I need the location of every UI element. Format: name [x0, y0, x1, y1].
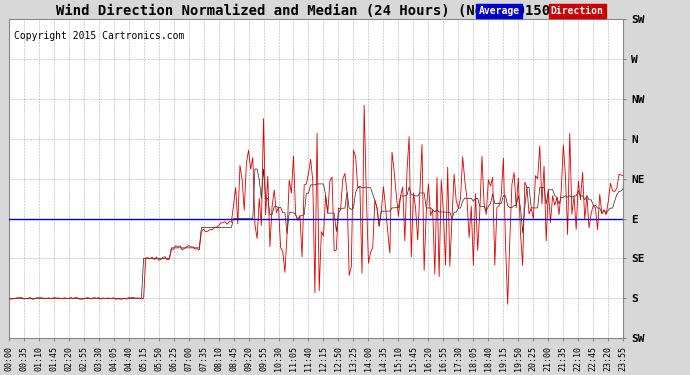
Title: Wind Direction Normalized and Median (24 Hours) (New) 20150805: Wind Direction Normalized and Median (24…: [57, 4, 575, 18]
Text: Direction: Direction: [551, 6, 604, 16]
Text: Average: Average: [478, 6, 520, 16]
Text: Copyright 2015 Cartronics.com: Copyright 2015 Cartronics.com: [14, 32, 184, 41]
